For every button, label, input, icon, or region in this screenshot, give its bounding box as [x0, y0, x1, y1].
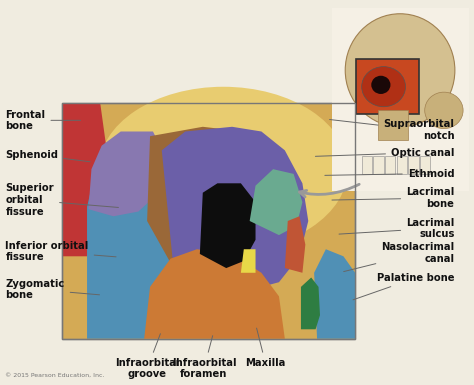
Polygon shape [162, 127, 308, 291]
Ellipse shape [425, 92, 463, 129]
Polygon shape [87, 136, 195, 339]
Text: Superior
orbital
fissure: Superior orbital fissure [5, 184, 118, 217]
Text: © 2015 Pearson Education, Inc.: © 2015 Pearson Education, Inc. [5, 372, 105, 377]
Text: Sphenoid: Sphenoid [5, 149, 90, 162]
Polygon shape [62, 103, 106, 256]
Text: Frontal
bone: Frontal bone [5, 109, 81, 131]
FancyBboxPatch shape [397, 156, 407, 174]
Text: Ethmoid: Ethmoid [325, 169, 455, 179]
FancyBboxPatch shape [362, 156, 372, 174]
Text: Lacrimal
sulcus: Lacrimal sulcus [339, 218, 455, 239]
Text: Infraorbital
foramen: Infraorbital foramen [172, 336, 236, 379]
Text: Palatine bone: Palatine bone [353, 273, 455, 300]
Ellipse shape [371, 76, 391, 94]
Polygon shape [301, 278, 320, 329]
Text: Infraorbital
groove: Infraorbital groove [115, 334, 180, 379]
FancyBboxPatch shape [378, 110, 408, 139]
FancyBboxPatch shape [385, 156, 395, 174]
Text: Zygomatic
bone: Zygomatic bone [5, 278, 100, 300]
Text: Maxilla: Maxilla [245, 328, 285, 368]
FancyBboxPatch shape [331, 8, 469, 191]
Text: Inferior orbital
fissure: Inferior orbital fissure [5, 241, 116, 262]
Polygon shape [89, 132, 164, 216]
Text: Nasolacrimal
canal: Nasolacrimal canal [344, 243, 455, 271]
FancyBboxPatch shape [374, 156, 383, 174]
Polygon shape [241, 249, 255, 273]
FancyBboxPatch shape [356, 59, 419, 114]
Ellipse shape [362, 67, 406, 107]
Polygon shape [200, 183, 255, 268]
Polygon shape [144, 249, 285, 339]
FancyBboxPatch shape [408, 156, 419, 174]
Text: Supraorbital
notch: Supraorbital notch [329, 119, 455, 141]
Polygon shape [147, 127, 285, 273]
FancyBboxPatch shape [420, 156, 430, 174]
Polygon shape [285, 216, 305, 273]
Text: Optic canal: Optic canal [315, 147, 455, 157]
Polygon shape [314, 249, 355, 339]
FancyBboxPatch shape [62, 103, 355, 339]
Text: Lacrimal
bone: Lacrimal bone [332, 187, 455, 209]
Ellipse shape [99, 87, 348, 251]
Polygon shape [250, 169, 302, 235]
Ellipse shape [345, 14, 455, 127]
